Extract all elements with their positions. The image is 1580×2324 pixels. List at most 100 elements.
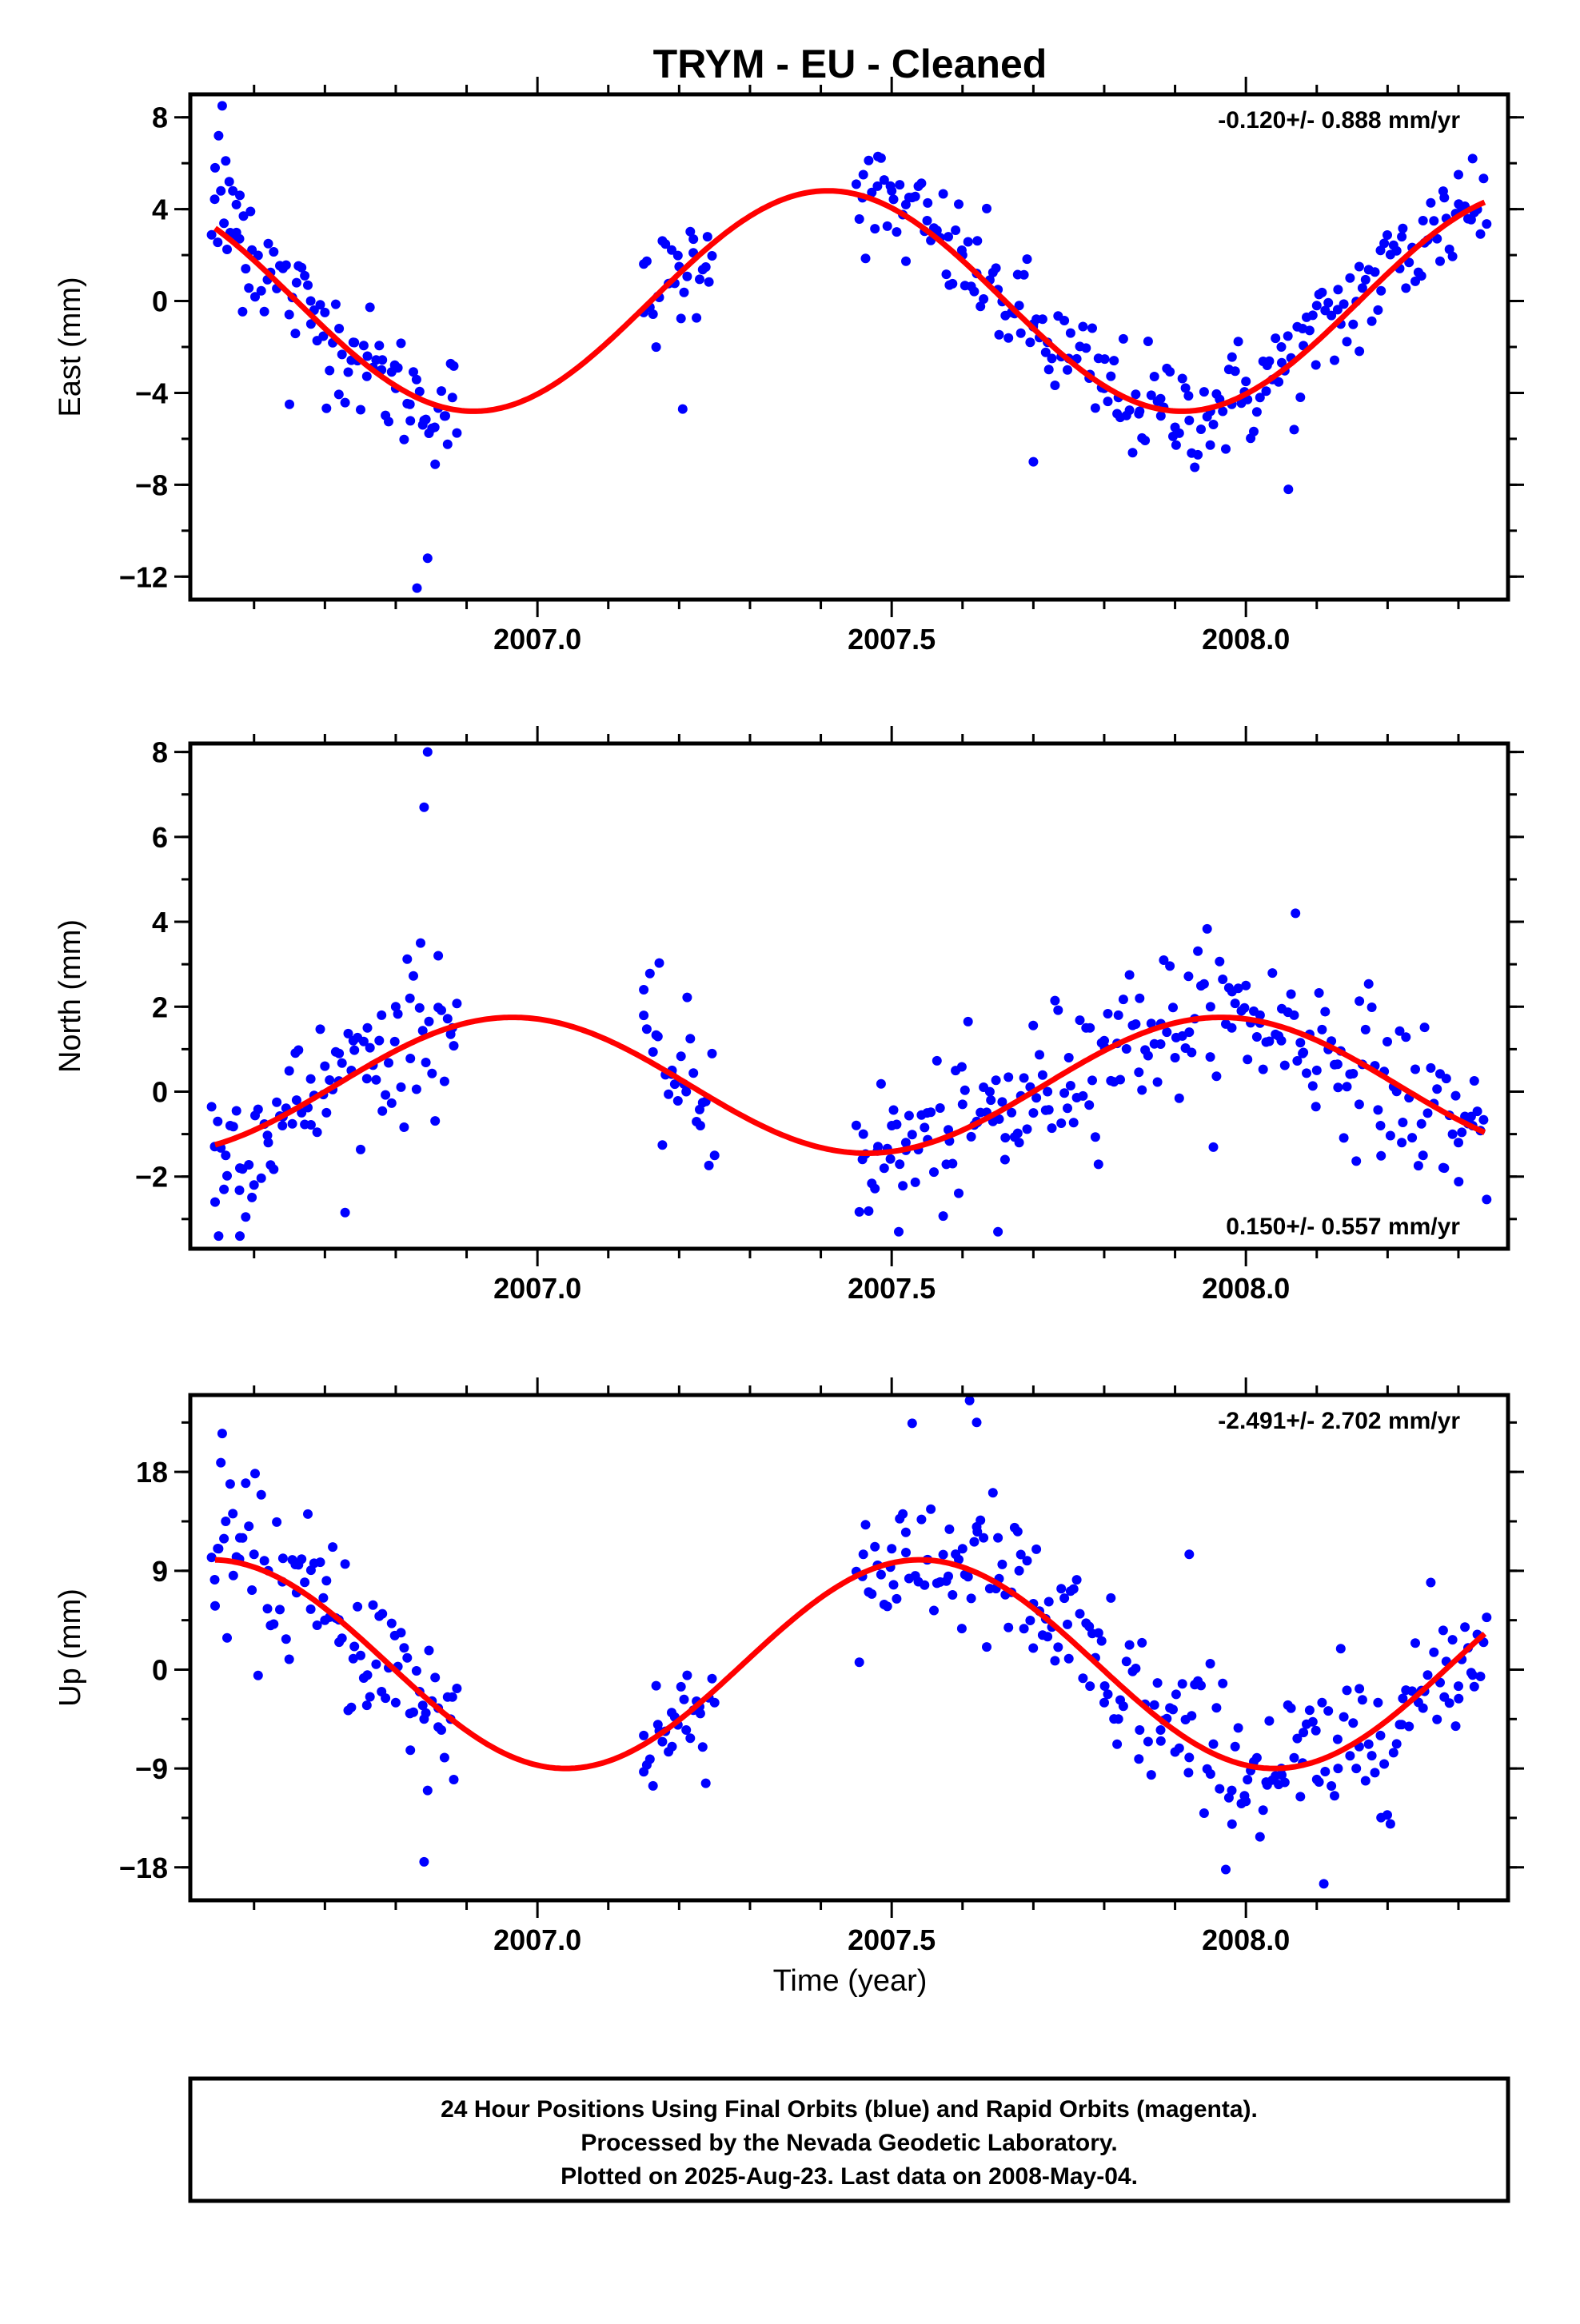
- data-point: [1112, 1739, 1123, 1749]
- data-point: [343, 1028, 353, 1038]
- data-point: [330, 1046, 341, 1057]
- data-point: [1317, 1024, 1327, 1034]
- data-point: [1208, 420, 1219, 429]
- data-point: [393, 1009, 403, 1019]
- data-point: [439, 1752, 449, 1763]
- data-point: [651, 1680, 661, 1691]
- data-point: [935, 1103, 945, 1113]
- data-point: [1345, 1751, 1355, 1761]
- data-point: [1277, 357, 1287, 368]
- data-point: [994, 1114, 1004, 1124]
- data-point: [297, 1554, 307, 1565]
- data-point: [262, 1130, 273, 1141]
- data-point: [682, 992, 692, 1003]
- data-point: [677, 404, 688, 414]
- data-point: [639, 985, 649, 995]
- data-point: [256, 1173, 266, 1183]
- data-point: [1454, 1177, 1464, 1187]
- data-point: [1333, 285, 1343, 295]
- data-point: [362, 351, 373, 361]
- data-point: [1447, 1129, 1458, 1139]
- data-point: [1043, 365, 1054, 375]
- x-tick-label: 2007.5: [848, 1272, 936, 1305]
- data-point: [437, 386, 446, 397]
- data-point: [290, 329, 301, 339]
- data-point: [377, 1010, 387, 1020]
- data-point: [1155, 393, 1166, 404]
- data-point: [1348, 1718, 1359, 1728]
- data-point: [1398, 1118, 1408, 1127]
- data-point: [1007, 1107, 1017, 1118]
- data-point: [422, 553, 433, 564]
- rate-label: -0.120+/- 0.888 mm/yr: [1218, 107, 1460, 134]
- data-point: [954, 1554, 964, 1565]
- data-point: [954, 1188, 964, 1198]
- data-point: [876, 1078, 886, 1089]
- data-point: [452, 428, 462, 438]
- data-point: [1355, 346, 1365, 357]
- data-point: [682, 271, 692, 281]
- data-point: [303, 1509, 313, 1519]
- data-point: [1404, 1721, 1414, 1732]
- x-tick-label: 2007.5: [848, 1923, 936, 1956]
- data-point: [1202, 1764, 1212, 1774]
- data-point: [1271, 333, 1281, 344]
- data-point: [709, 1150, 720, 1161]
- data-point: [1292, 1733, 1303, 1744]
- data-point: [1155, 1039, 1166, 1049]
- data-point: [907, 1130, 917, 1140]
- data-point: [1170, 1053, 1180, 1062]
- data-point: [250, 292, 260, 302]
- data-point: [328, 1542, 338, 1553]
- data-point: [221, 1150, 231, 1161]
- data-point: [901, 256, 911, 266]
- data-point: [1307, 310, 1318, 321]
- data-point: [1050, 381, 1060, 390]
- data-point: [879, 175, 889, 185]
- data-point: [1295, 1038, 1306, 1048]
- data-point: [644, 968, 655, 979]
- data-point: [1475, 229, 1486, 239]
- data-point: [1031, 1544, 1042, 1554]
- data-point: [356, 405, 365, 415]
- data-point: [885, 1154, 896, 1164]
- data-point: [984, 1086, 995, 1097]
- data-point: [209, 1575, 220, 1585]
- data-point: [916, 1514, 927, 1525]
- data-point: [657, 1140, 668, 1150]
- data-point: [245, 206, 256, 217]
- data-point: [210, 1600, 220, 1611]
- data-point: [277, 1553, 288, 1564]
- data-point: [1199, 979, 1209, 989]
- data-point: [1022, 1124, 1032, 1134]
- data-point: [1286, 1703, 1296, 1713]
- data-point: [1367, 1003, 1377, 1012]
- data-point: [702, 232, 712, 242]
- data-point: [333, 389, 344, 400]
- data-point: [882, 1601, 892, 1612]
- data-point: [1177, 1679, 1187, 1689]
- data-point: [1078, 1673, 1088, 1684]
- data-point: [1031, 1093, 1042, 1103]
- data-point: [1134, 1754, 1144, 1764]
- data-point: [1335, 1644, 1346, 1654]
- data-point: [330, 299, 341, 309]
- data-point: [1085, 1681, 1095, 1692]
- data-point: [1078, 321, 1088, 332]
- data-point: [374, 341, 385, 351]
- data-point: [368, 1600, 378, 1610]
- data-point: [1249, 426, 1259, 436]
- data-point: [898, 1181, 908, 1191]
- data-point: [427, 1068, 437, 1078]
- data-point: [1258, 1805, 1268, 1816]
- data-point: [1482, 219, 1492, 229]
- data-point: [1258, 1064, 1268, 1074]
- data-point: [676, 313, 686, 324]
- data-point: [660, 239, 671, 249]
- data-point: [381, 1693, 391, 1704]
- data-point: [704, 277, 714, 287]
- data-point: [1264, 356, 1275, 366]
- data-point: [221, 1517, 231, 1526]
- data-point: [1025, 337, 1035, 348]
- y-tick-label: 2: [152, 991, 168, 1023]
